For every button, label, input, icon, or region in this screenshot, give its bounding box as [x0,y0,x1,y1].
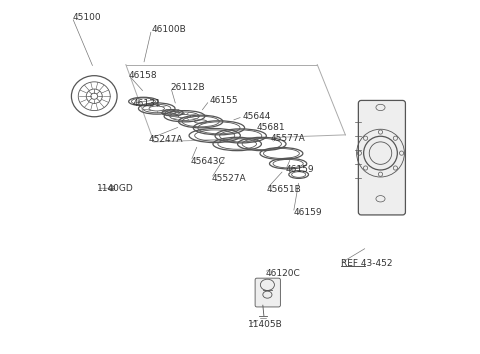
Text: 45247A: 45247A [149,135,183,144]
Text: 45644: 45644 [243,112,271,121]
Text: 46131: 46131 [132,99,161,108]
Text: 26112B: 26112B [171,83,205,92]
Text: 45643C: 45643C [191,157,226,166]
FancyBboxPatch shape [359,101,406,215]
Text: 45100: 45100 [72,13,101,22]
Text: 46155: 46155 [209,96,238,105]
Text: 46158: 46158 [129,71,157,80]
Text: 45577A: 45577A [271,134,306,143]
Text: REF 43-452: REF 43-452 [341,258,392,268]
Text: 46120C: 46120C [265,269,300,278]
FancyBboxPatch shape [255,278,280,307]
Text: 45527A: 45527A [211,174,246,183]
Text: 45651B: 45651B [266,185,301,194]
Text: 11405B: 11405B [248,320,282,329]
Text: 46100B: 46100B [152,25,186,34]
Text: 46159: 46159 [293,208,322,217]
Text: 1140GD: 1140GD [96,184,133,193]
Text: 46159: 46159 [286,165,314,175]
Text: 45681: 45681 [256,123,285,132]
